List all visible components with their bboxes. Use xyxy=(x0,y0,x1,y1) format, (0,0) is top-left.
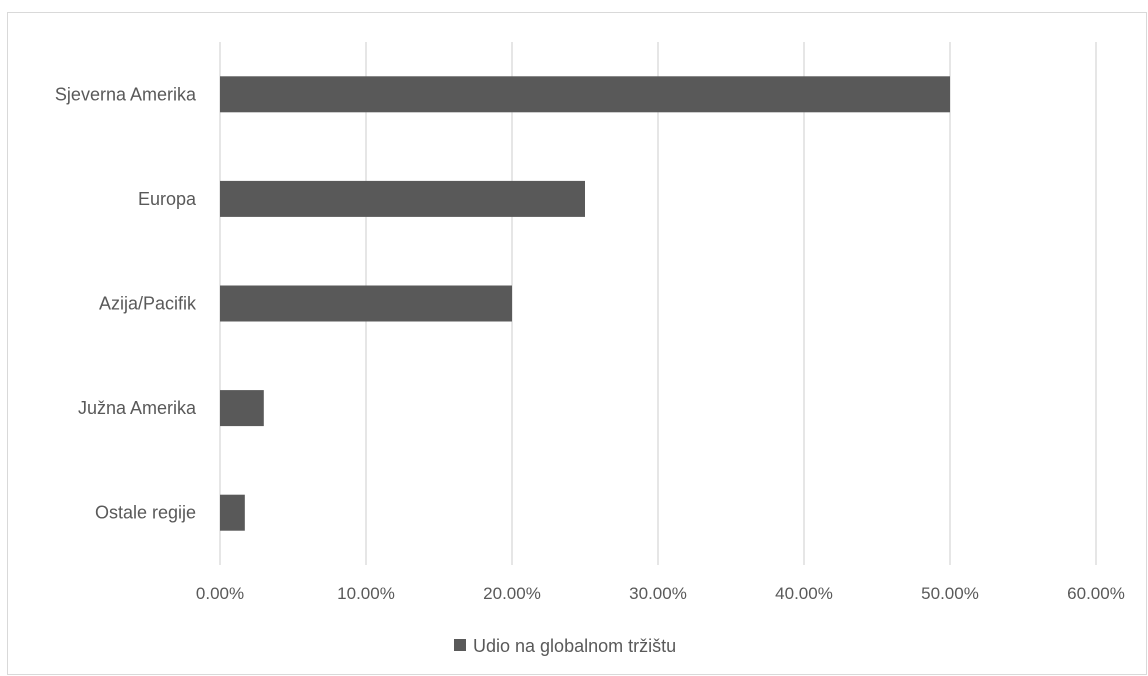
bar xyxy=(220,494,245,531)
x-tick-label: 20.00% xyxy=(483,584,541,603)
chart-frame xyxy=(7,12,1147,675)
category-labels: Sjeverna Amerika Europa Azija/Pacifik Južna… xyxy=(55,84,197,522)
x-tick-label: 0.00% xyxy=(196,584,244,603)
legend: Udio na globalnom tržištu xyxy=(454,636,676,656)
category-label: Europa xyxy=(138,189,197,209)
x-tick-label: 40.00% xyxy=(775,584,833,603)
category-label: Južna Amerika xyxy=(78,398,197,418)
legend-label: Udio na globalnom tržištu xyxy=(473,636,676,656)
gridlines xyxy=(219,42,1097,565)
x-tick-label: 10.00% xyxy=(337,584,395,603)
x-tick-label: 30.00% xyxy=(629,584,687,603)
bars xyxy=(220,76,950,531)
category-label: Ostale regije xyxy=(95,503,196,523)
category-label: Azija/Pacifik xyxy=(99,294,197,314)
legend-swatch xyxy=(454,639,466,651)
bar xyxy=(220,180,585,217)
x-tick-label: 50.00% xyxy=(921,584,979,603)
bar xyxy=(220,76,950,113)
x-tick-label: 60.00% xyxy=(1067,584,1125,603)
category-label: Sjeverna Amerika xyxy=(55,84,197,104)
bar xyxy=(220,390,264,427)
x-tick-labels: 0.00% 10.00% 20.00% 30.00% 40.00% 50.00% 60.00… xyxy=(196,584,1125,603)
bar xyxy=(220,285,512,322)
